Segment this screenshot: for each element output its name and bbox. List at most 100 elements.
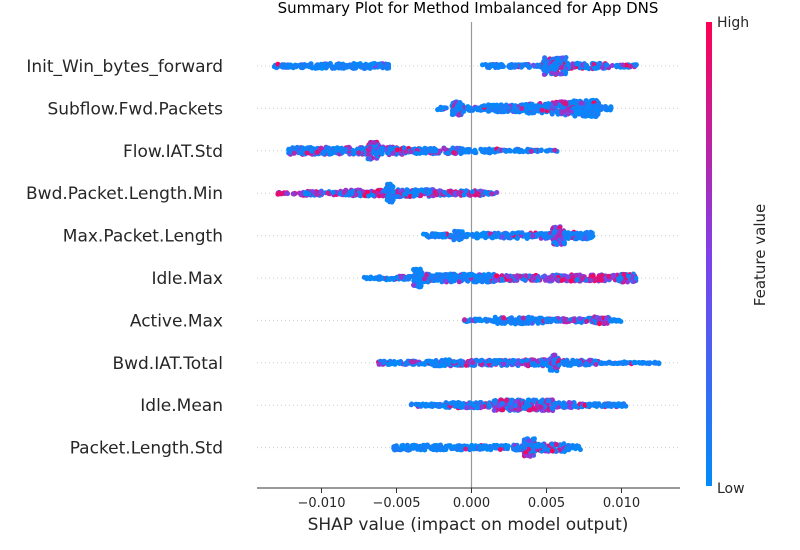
shap-point	[617, 360, 623, 366]
shap-point	[632, 62, 638, 68]
shap-point	[362, 193, 368, 199]
shap-point	[499, 234, 505, 240]
shap-point	[321, 151, 327, 157]
shap-point	[554, 109, 559, 115]
shap-point	[539, 398, 545, 404]
x-tick-label: 0.010	[603, 496, 640, 511]
shap-point	[294, 144, 300, 150]
shap-point	[298, 192, 304, 198]
shap-point	[485, 149, 491, 155]
shap-point	[447, 276, 453, 282]
shap-point	[456, 112, 462, 118]
shap-point	[437, 188, 443, 194]
shap-point	[473, 317, 479, 323]
shap-point	[389, 276, 395, 282]
shap-point	[415, 283, 420, 289]
feature-row-points	[286, 139, 560, 162]
shap-point	[350, 148, 356, 153]
shap-point	[526, 438, 532, 444]
shap-point	[501, 315, 506, 321]
shap-point	[365, 189, 371, 195]
shap-point	[441, 146, 447, 152]
shap-point	[552, 240, 558, 245]
shap-point	[414, 192, 420, 198]
colorbar-label: Feature value	[751, 204, 769, 306]
chart-title: Summary Plot for Method Imbalanced for A…	[278, 0, 659, 17]
shap-point	[380, 275, 385, 281]
shap-point	[500, 407, 506, 413]
shap-point	[504, 358, 510, 364]
shap-point	[298, 149, 303, 155]
shap-point	[370, 61, 376, 67]
shap-point	[631, 359, 637, 365]
feature-labels: Init_Win_bytes_forwardSubflow.Fwd.Packet…	[26, 57, 223, 459]
shap-point	[418, 193, 424, 199]
shap-point	[564, 111, 570, 117]
shap-point	[552, 147, 558, 153]
shap-point	[536, 104, 542, 109]
shap-point	[574, 61, 580, 67]
shap-point	[527, 453, 532, 459]
shap-point	[438, 363, 444, 369]
shap-point	[368, 275, 374, 281]
shap-point	[333, 146, 339, 152]
shap-point	[399, 443, 405, 449]
shap-point	[394, 147, 400, 153]
shap-point	[501, 361, 507, 367]
shap-point	[476, 106, 482, 112]
shap-point	[417, 402, 423, 408]
shap-point	[431, 273, 437, 279]
shap-point	[455, 191, 461, 197]
feature-label: Max.Packet.Length	[63, 227, 223, 247]
shap-point	[525, 232, 530, 238]
shap-point	[318, 189, 324, 195]
shap-point	[388, 196, 394, 202]
shap-point	[552, 224, 558, 230]
shap-point	[547, 367, 553, 373]
shap-point	[330, 189, 336, 195]
shap-point	[582, 235, 588, 241]
x-tick-label: −0.005	[372, 496, 420, 511]
shap-point	[541, 72, 547, 77]
shap-point	[539, 107, 545, 113]
shap-point	[531, 275, 537, 281]
shap-point	[601, 320, 607, 326]
shap-point	[606, 273, 612, 279]
shap-point	[463, 446, 469, 452]
shap-point	[592, 65, 598, 71]
shap-point	[518, 273, 523, 279]
shap-point	[508, 319, 514, 325]
shap-point	[390, 184, 396, 190]
shap-point	[596, 321, 602, 327]
shap-point	[519, 358, 525, 364]
shap-point	[508, 277, 514, 283]
feature-row-points	[462, 314, 624, 327]
shap-point	[590, 104, 595, 110]
feature-label: Idle.Max	[151, 269, 223, 289]
shap-point	[430, 277, 436, 283]
shap-point	[484, 446, 490, 452]
shap-point	[353, 192, 359, 198]
shap-point	[514, 230, 520, 236]
shap-point	[358, 193, 364, 199]
shap-point	[587, 110, 593, 116]
shap-point	[513, 107, 519, 113]
shap-point	[557, 232, 563, 238]
shap-point	[451, 359, 457, 365]
shap-point	[442, 404, 448, 409]
shap-point	[536, 362, 542, 368]
shap-point	[304, 145, 310, 151]
shap-point	[358, 146, 364, 152]
shap-point	[384, 197, 390, 203]
shap-point	[437, 273, 443, 278]
shap-point	[493, 361, 499, 367]
shap-point	[454, 443, 460, 449]
shap-point	[508, 148, 513, 154]
shap-point	[470, 360, 476, 366]
shap-point	[519, 230, 525, 236]
shap-point	[551, 403, 557, 409]
shap-point	[464, 405, 470, 411]
shap-point	[462, 271, 467, 277]
shap-point	[559, 110, 565, 116]
